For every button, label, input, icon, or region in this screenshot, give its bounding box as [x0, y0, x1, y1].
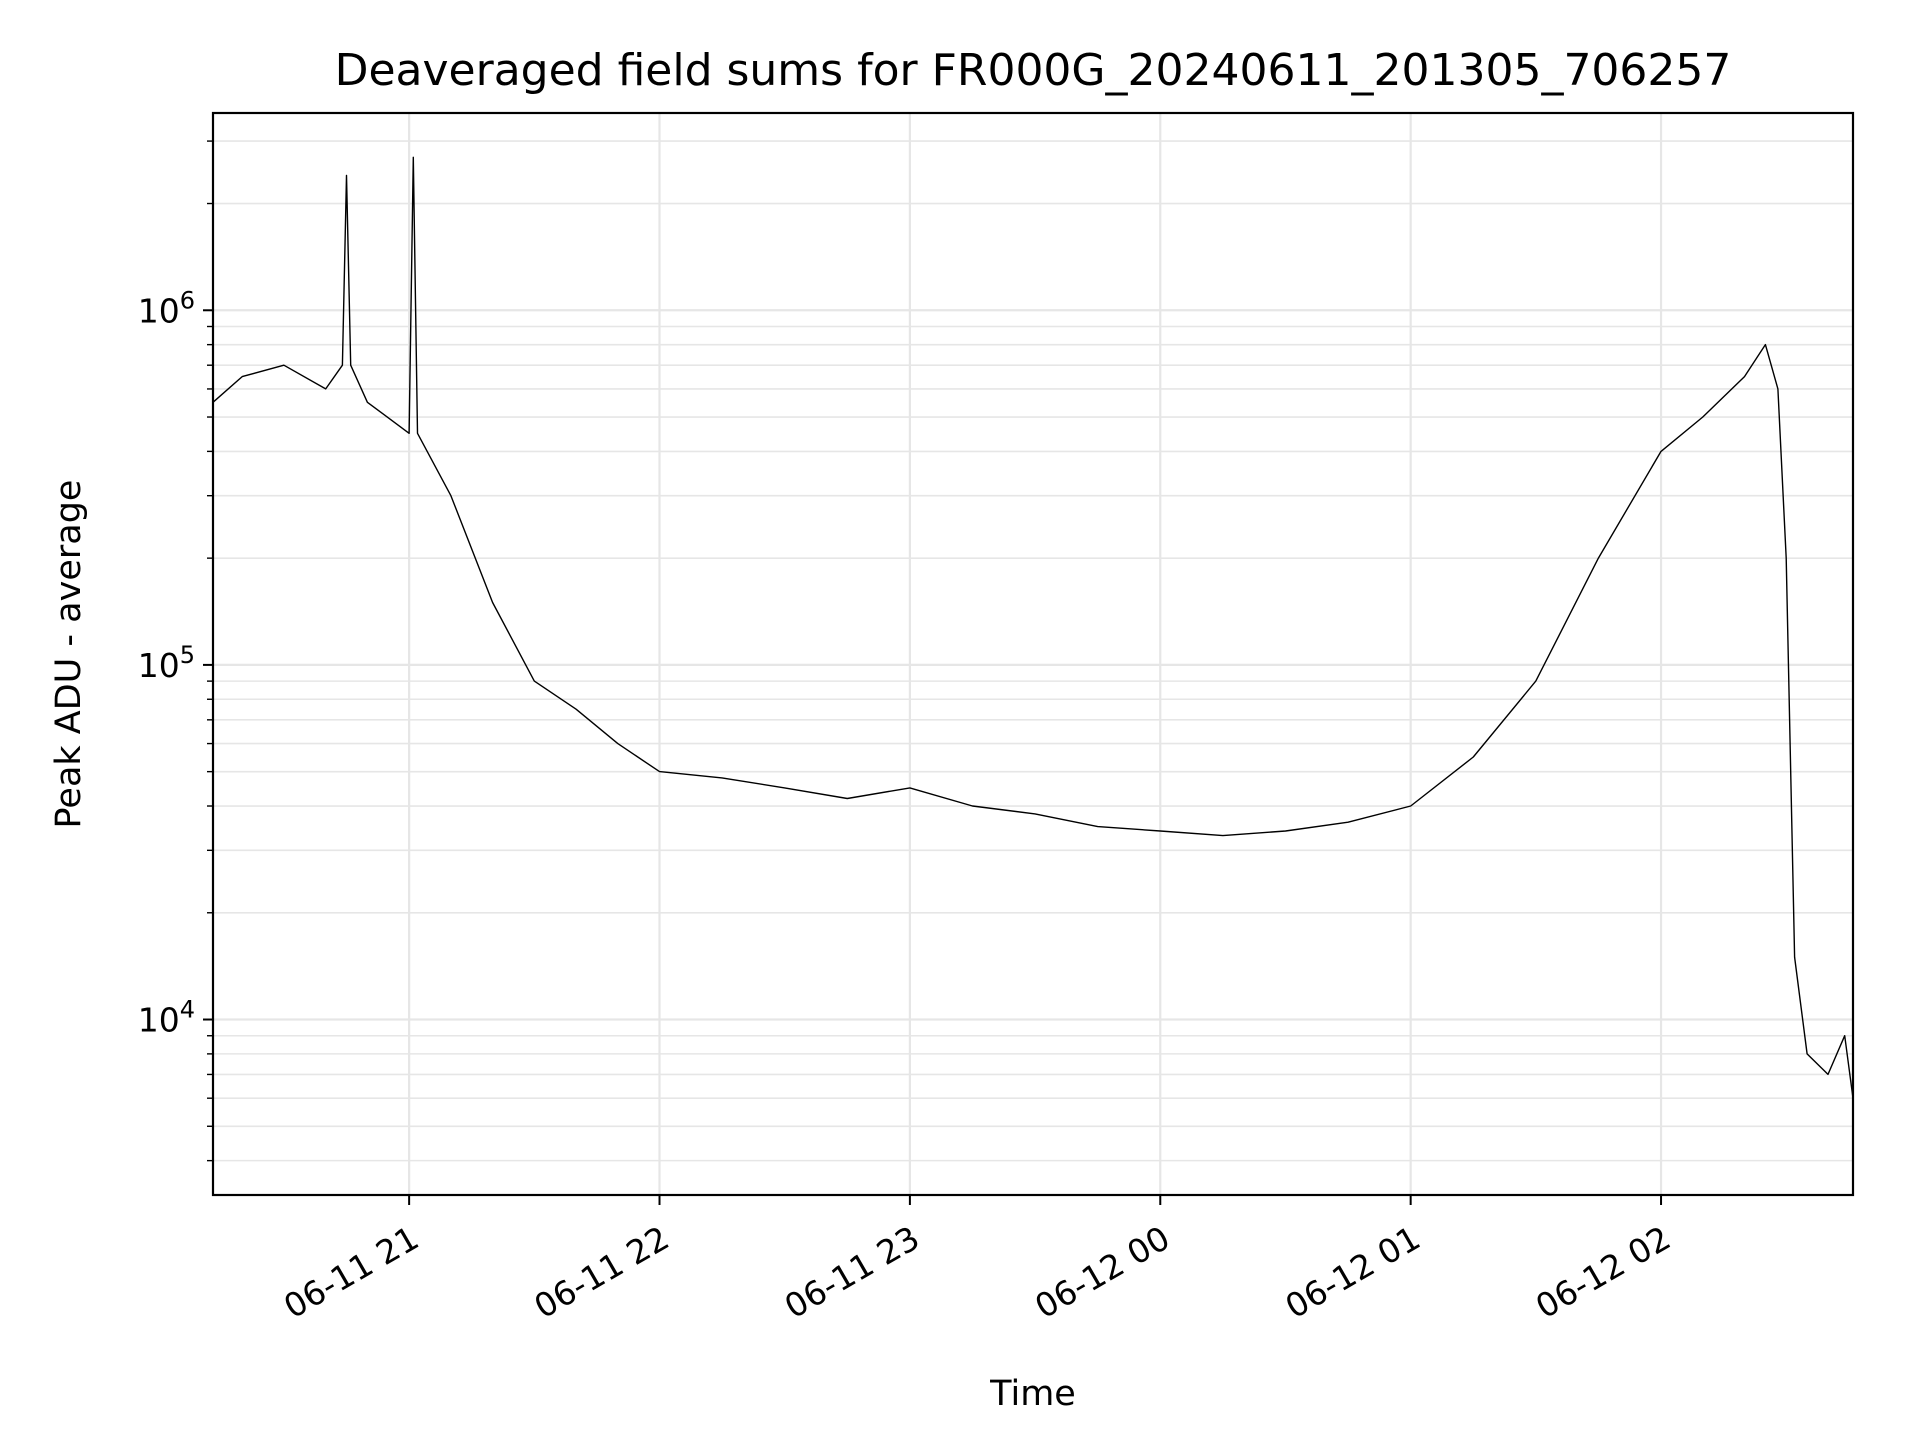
- plot-data: [212, 156, 1854, 1099]
- x-axis-label: Time: [989, 1374, 1076, 1414]
- y-axis-label: Peak ADU - average: [49, 480, 89, 829]
- chart-title: Deaveraged field sums for FR000G_2024061…: [335, 45, 1732, 96]
- y-tick-label: 104: [138, 996, 195, 1040]
- y-tick-label: 105: [138, 641, 195, 685]
- plot-frame: [211, 111, 1855, 1197]
- y-tick-label: 106: [138, 286, 195, 330]
- grid: [213, 113, 1853, 1195]
- series-line: [212, 156, 1854, 1099]
